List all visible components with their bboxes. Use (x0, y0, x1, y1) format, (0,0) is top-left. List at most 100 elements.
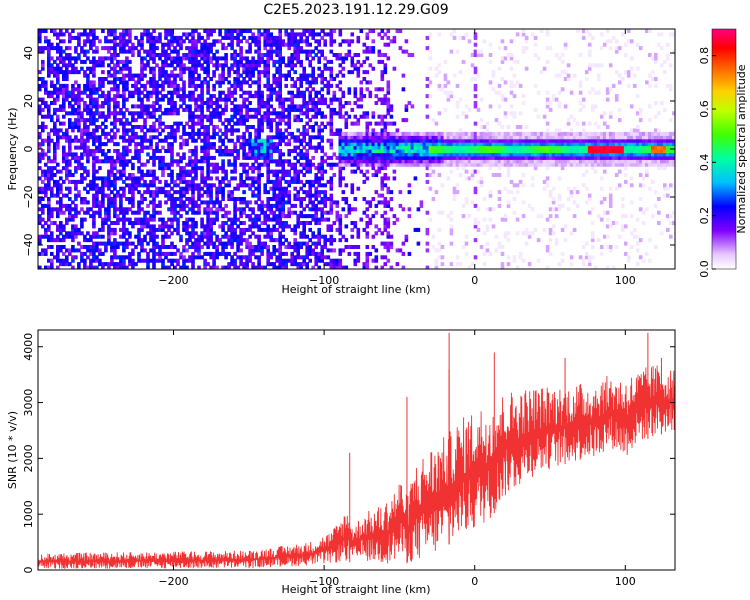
spectrogram-cell (308, 183, 312, 188)
spectrogram-cell (56, 210, 60, 215)
spectrogram-cell (443, 152, 448, 157)
spectrogram-cell (380, 231, 385, 236)
spectrogram-cell (41, 224, 45, 229)
spectrogram-cell (38, 241, 42, 246)
spectrogram-cell (59, 262, 63, 267)
spectrogram-cell (302, 32, 306, 37)
spectrogram-cell (242, 227, 246, 232)
spectrogram-cell (146, 159, 150, 164)
spectrogram-cell (95, 46, 99, 51)
spectrogram-cell (251, 73, 255, 78)
spectrogram-cell (386, 162, 391, 167)
spectrogram-cell (209, 94, 213, 99)
spectrogram-cell (146, 169, 150, 174)
spectrogram-cell (158, 66, 162, 71)
spectrogram-cell (251, 94, 255, 99)
spectrogram-cell (308, 42, 312, 47)
spectrogram-cell (197, 251, 201, 256)
spectrogram-cell (125, 73, 129, 78)
spectrogram-cell (455, 159, 460, 164)
spectrogram-cell (233, 97, 237, 102)
spectrogram-cell (416, 207, 421, 212)
spectrogram-cell (206, 56, 210, 61)
spectrogram-cell (329, 186, 334, 191)
spectrogram-cell (155, 258, 159, 263)
spectrogram-cell (338, 166, 343, 171)
spectrogram-cell (452, 152, 457, 157)
spectrogram-cell (299, 49, 303, 54)
spectrogram-cell (194, 149, 198, 154)
spectrogram-cell (362, 131, 367, 136)
spectrogram-cell (254, 214, 258, 219)
spectrogram-cell (152, 104, 156, 109)
spectrogram-cell (149, 169, 153, 174)
spectrogram-cell (254, 138, 258, 143)
spectrogram-cell (119, 111, 123, 116)
spectrogram-cell (215, 251, 219, 256)
spectrogram-cell (260, 90, 264, 95)
spectrogram-cell (227, 29, 231, 34)
spectrogram-cell (296, 114, 300, 119)
spectrogram-cell (182, 83, 186, 88)
spectrogram-cell (71, 56, 75, 61)
spectrogram-cell (170, 217, 174, 222)
spectrogram-cell (464, 145, 469, 150)
spectrogram-cell (92, 152, 96, 157)
spectrogram-cell (149, 138, 153, 143)
spectrogram-cell (170, 197, 174, 202)
spectrogram-cell (422, 135, 427, 140)
spectrogram-cell (47, 224, 51, 229)
spectrogram-cell (224, 131, 228, 136)
spectrogram-cell (56, 90, 60, 95)
spectrogram-cell (278, 121, 282, 126)
spectrogram-cell (257, 258, 261, 263)
spectrogram-cell (113, 29, 117, 34)
spectrogram-cell (176, 63, 180, 68)
spectrogram-cell (188, 231, 192, 236)
spectrogram-cell (305, 152, 309, 157)
spectrogram-cell (137, 166, 141, 171)
spectrogram-cell (275, 248, 279, 253)
spectrogram-cell (86, 135, 90, 140)
spectrogram-cell (56, 200, 60, 205)
spectrogram-cell (305, 39, 309, 44)
spectrogram-cell (101, 59, 105, 64)
spectrogram-cell (380, 128, 385, 133)
spectrogram-cell (380, 138, 385, 143)
spectrogram-cell (254, 145, 258, 150)
spectrogram-cell (206, 214, 210, 219)
spectrogram-cell (179, 135, 183, 140)
spectrogram-cell (224, 173, 228, 178)
spectrogram-cell (254, 111, 258, 116)
spectrogram-cell (170, 83, 174, 88)
spectrogram-cell (278, 90, 282, 95)
spectrogram-cell (443, 131, 448, 136)
spectrogram-cell (38, 111, 42, 116)
spectrogram-cell (74, 255, 78, 260)
spectrogram-cell (413, 227, 418, 232)
spectrogram-cell (146, 145, 150, 150)
spectrogram-cell (314, 190, 318, 195)
spectrogram-cell (251, 39, 255, 44)
spectrogram-cell (221, 97, 225, 102)
spectrogram-cell (191, 125, 195, 130)
spectrogram-cell (308, 49, 312, 54)
spectrogram-cell (269, 179, 273, 184)
spectrogram-cell (185, 258, 189, 263)
spectrogram-cell (104, 183, 108, 188)
spectrogram-cell (155, 155, 159, 160)
spectrogram-cell (356, 142, 361, 147)
spectrogram-cell (260, 251, 264, 256)
spectrogram-cell (152, 183, 156, 188)
spectrogram-cell (269, 155, 273, 160)
spectrogram-cell (356, 35, 361, 40)
spectrogram-cell (239, 262, 243, 267)
spectrogram-cell (359, 114, 364, 119)
spectrogram-cell (407, 142, 412, 147)
spectrogram-cell (416, 145, 421, 150)
spectrogram-cell (140, 258, 144, 263)
spectrogram-cell (383, 131, 388, 136)
spectrogram-cell (50, 138, 54, 143)
spectrogram-cell (122, 207, 126, 212)
spectrogram-cell (122, 152, 126, 157)
